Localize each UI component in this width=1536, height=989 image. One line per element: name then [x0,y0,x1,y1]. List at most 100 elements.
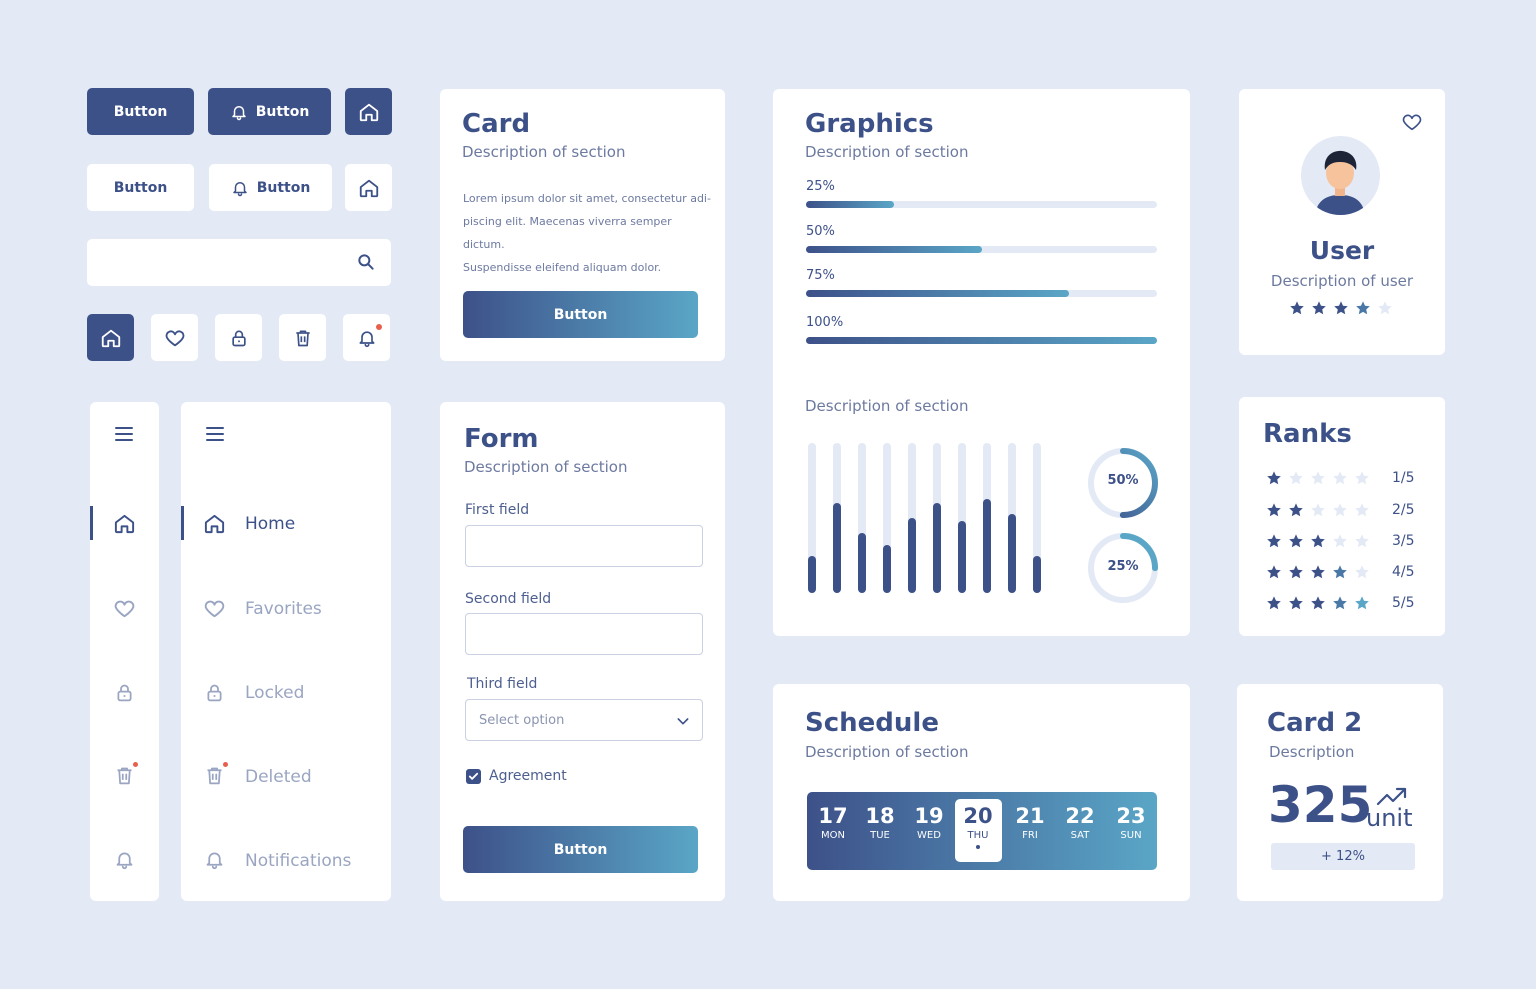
bar [958,521,966,593]
lock-icon-button[interactable] [215,314,262,361]
progress-fill [806,201,894,208]
lock-icon [229,328,249,348]
donut-label: 50% [1107,473,1139,488]
home-icon [358,101,380,123]
secondary-button[interactable]: Button [87,164,194,211]
first-field-input[interactable] [465,525,703,567]
progress-track [806,337,1157,344]
bar [1008,513,1016,593]
day-weekday: TUE [870,830,890,841]
progress-label: 25% [806,179,835,194]
third-field-select[interactable]: Select option [465,699,703,741]
rank-row: 1/5 [1266,470,1415,486]
card2-description: Description [1269,743,1355,761]
day-fri[interactable]: 21 FRI [1007,804,1053,841]
bar-track [933,443,941,593]
day-number: 17 [818,804,848,828]
lock-icon [204,682,225,703]
day-weekday: THU [967,830,989,841]
card-body-line: Suspendisse eleifend aliquam dolor. [463,261,662,274]
star-icon [1311,471,1325,485]
progress-fill [806,337,1157,344]
rank-stars [1266,470,1392,486]
menu-icon[interactable] [203,422,227,446]
day-number: 23 [1116,804,1146,828]
graphics-description: Description of section [805,143,969,161]
star-icon [1289,565,1303,579]
second-field-label: Second field [465,591,552,607]
heart-icon[interactable] [1401,111,1423,133]
home-icon-button[interactable] [87,314,134,361]
bell-icon[interactable] [114,849,135,870]
star-icon [1333,503,1347,517]
rank-stars [1266,533,1392,549]
bar-track [983,443,991,593]
card-body-line: piscing elit. Maecenas viverra semper di… [463,215,672,251]
heart-icon[interactable] [113,597,136,620]
rank-stars [1266,502,1392,518]
star-icon [1311,596,1325,610]
search-icon[interactable] [356,252,376,272]
rank-label: 3/5 [1392,533,1415,549]
sidebar-item-locked[interactable]: Locked [203,679,383,707]
card-button[interactable]: Button [463,291,698,338]
search-bar [87,239,391,286]
rank-label: 5/5 [1392,595,1415,611]
day-mon[interactable]: 17 MON [810,804,856,841]
search-input[interactable] [99,249,349,276]
trash-icon-button[interactable] [279,314,326,361]
card-button-label: Button [553,306,608,323]
star-icon [1333,471,1347,485]
secondary-button-label: Button [113,179,168,196]
bell-icon-button[interactable] [343,314,390,361]
sidebar-item-notifications[interactable]: Notifications [203,847,383,875]
bar [858,533,866,593]
star-icon [1355,503,1369,517]
day-sat[interactable]: 22 SAT [1057,804,1103,841]
rank-row: 3/5 [1266,533,1415,549]
agreement-label: Agreement [489,768,567,784]
day-sun[interactable]: 23 SUN [1108,804,1154,841]
day-thu[interactable]: 20 THU [955,804,1001,849]
primary-button[interactable]: Button [87,88,194,135]
sidebar-item-home[interactable]: Home [203,510,383,538]
bar-track [808,443,816,593]
star-icon [1355,596,1369,610]
rank-stars [1266,595,1392,611]
secondary-bell-button-label: Button [256,179,311,196]
agreement-checkbox-row[interactable]: Agreement [466,768,567,784]
trash-icon [293,328,313,348]
primary-bell-button[interactable]: Button [208,88,331,135]
form-description: Description of section [464,458,628,476]
primary-home-button[interactable] [345,88,392,135]
sidebar-item-deleted[interactable]: Deleted [203,762,383,791]
menu-icon[interactable] [112,422,136,446]
day-tue[interactable]: 18 TUE [857,804,903,841]
change-badge: + 12% [1271,843,1415,870]
trash-icon[interactable] [114,762,138,786]
graphics-section2-description: Description of section [805,397,969,415]
lock-icon[interactable] [114,682,135,703]
bar-track [958,443,966,593]
secondary-bell-button[interactable]: Button [209,164,332,211]
day-number: 22 [1065,804,1095,828]
trending-up-icon [1375,784,1409,808]
bar [833,503,841,593]
first-field-label: First field [465,502,530,518]
home-icon[interactable] [113,512,136,535]
form-submit-button[interactable]: Button [463,826,698,873]
agreement-checkbox[interactable] [466,768,481,784]
rank-row: 4/5 [1266,564,1415,580]
select-placeholder: Select option [479,713,565,728]
graphics-section: Graphics Description of section 25% 50% 75… [773,89,1190,636]
bar [1033,555,1041,593]
schedule-description: Description of section [805,743,969,761]
day-wed[interactable]: 19 WED [906,804,952,841]
star-icon [1289,471,1303,485]
second-field-input[interactable] [465,613,703,655]
progress-label: 50% [806,224,835,239]
secondary-home-button[interactable] [345,164,392,211]
star-icon [1355,565,1369,579]
sidebar-item-favorites[interactable]: Favorites [203,595,383,623]
heart-icon-button[interactable] [151,314,198,361]
